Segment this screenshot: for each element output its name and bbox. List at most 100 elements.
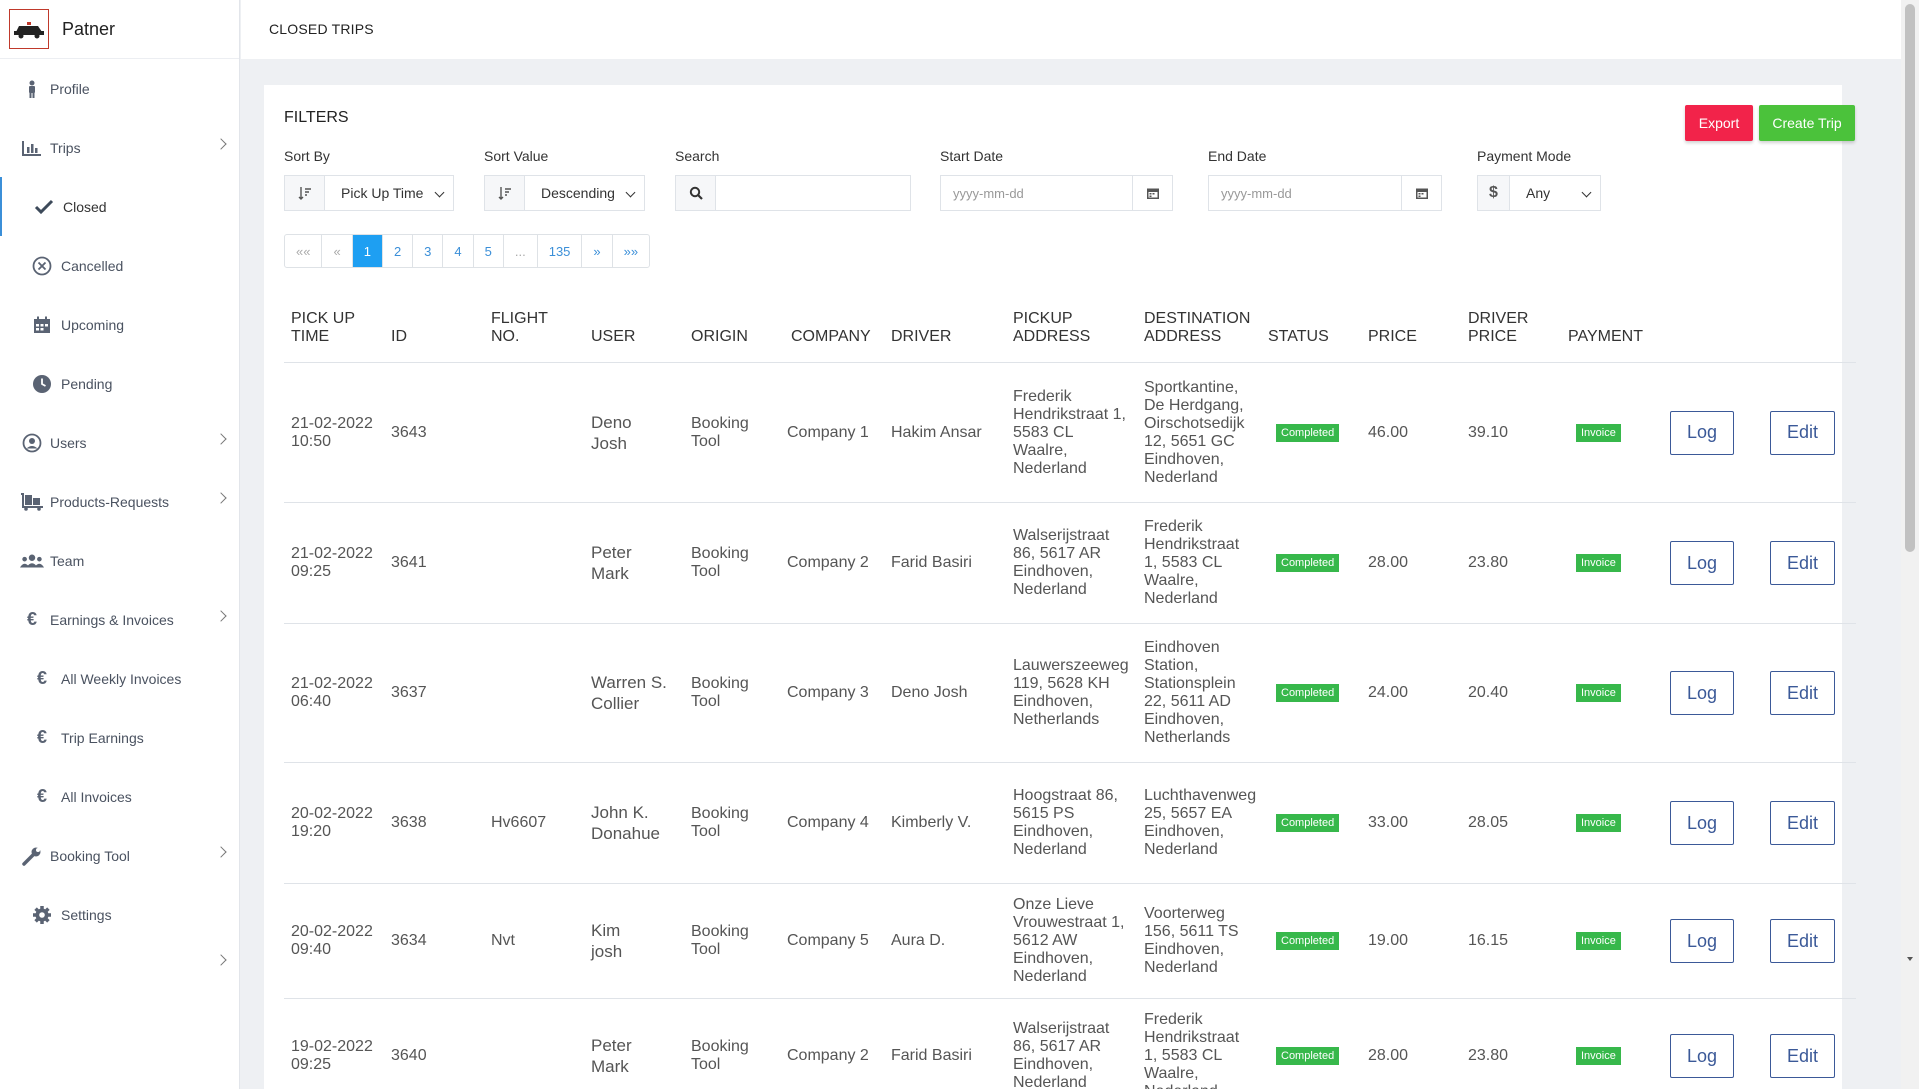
log-button[interactable]: Log (1670, 541, 1734, 585)
cell-destination-address: Luchthavenweg 25, 5657 EA Eindhoven, Nederl… (1144, 787, 1257, 858)
cell-price: 24.00 (1368, 684, 1409, 701)
cell-driver: Kimberly V. (891, 814, 972, 831)
scroll-down-arrow-icon[interactable] (1907, 957, 1913, 961)
users-icon (20, 549, 44, 573)
sidebar-item-trip-earnings[interactable]: € Trip Earnings (0, 708, 239, 767)
sidebar-item-team[interactable]: Team (0, 531, 239, 590)
col-pickup-address[interactable]: PICKUP ADDRESS (1013, 310, 1091, 345)
payment-mode-label: Payment Mode (1477, 148, 1572, 164)
cell-id: 3634 (391, 932, 427, 949)
edit-button[interactable]: Edit (1770, 919, 1835, 963)
page-button[interactable]: 5 (474, 235, 504, 267)
start-date-field[interactable]: yyyy-mm-dd (940, 175, 1173, 211)
sort-value-select[interactable]: Descending (484, 175, 645, 211)
edit-button[interactable]: Edit (1770, 541, 1835, 585)
sidebar-item-collapsed[interactable] (0, 944, 239, 1084)
page-button[interactable]: 135 (538, 235, 583, 267)
sort-by-value: Pick Up Time (341, 185, 424, 201)
sidebar-item-trips[interactable]: Trips (0, 118, 239, 177)
calendar-icon (30, 313, 54, 337)
col-id[interactable]: ID (391, 328, 407, 345)
cell-driver-price: 16.15 (1468, 932, 1509, 949)
col-pickup-time[interactable]: PICK UP TIME (291, 310, 356, 345)
search-icon (676, 176, 716, 210)
euro-icon: € (36, 727, 47, 747)
sidebar-item-pending[interactable]: Pending (0, 354, 239, 413)
end-date-field[interactable]: yyyy-mm-dd (1208, 175, 1442, 211)
calendar-icon[interactable] (1401, 176, 1441, 210)
col-status[interactable]: STATUS (1268, 328, 1329, 345)
sidebar-item-cancelled[interactable]: Cancelled (0, 236, 239, 295)
status-badge: Completed (1276, 554, 1340, 572)
sidebar-item-earnings-invoices[interactable]: € Earnings & Invoices (0, 590, 239, 649)
col-driver-price[interactable]: DRIVER PRICE (1468, 310, 1529, 345)
payment-badge: Invoice (1576, 684, 1621, 702)
sidebar-item-all-invoices[interactable]: € All Invoices (0, 767, 239, 826)
cell-pickup-address: Onze Lieve Vrouwestraat 1, 5612 AW Eindhove… (1013, 896, 1125, 985)
col-driver[interactable]: DRIVER (891, 328, 952, 345)
next-page-button[interactable]: » (582, 235, 613, 267)
col-destination-address[interactable]: DESTINATION ADDRESS (1144, 310, 1251, 345)
calendar-icon[interactable] (1132, 176, 1172, 210)
payment-badge: Invoice (1576, 554, 1621, 572)
col-origin[interactable]: ORIGIN (691, 328, 748, 345)
x-circle-icon (30, 254, 54, 278)
cell-driver: Hakim Ansar (891, 423, 982, 441)
cell-origin: Booking Tool (691, 805, 749, 840)
chevron-right-icon (215, 954, 227, 966)
table-row: 21-02-2022 10:50 3643 Deno Josh Booking Tool Co… (284, 363, 1856, 503)
export-button[interactable]: Export (1685, 105, 1753, 141)
page-button[interactable]: 1 (352, 235, 383, 267)
page-button[interactable]: 2 (383, 235, 414, 267)
log-button[interactable]: Log (1670, 919, 1734, 963)
vertical-scrollbar[interactable] (1901, 0, 1919, 1089)
cell-origin: Booking Tool (691, 545, 749, 580)
payment-mode-select[interactable]: $ Any (1477, 175, 1601, 211)
sidebar-item-users[interactable]: Users (0, 413, 239, 472)
col-user[interactable]: USER (591, 328, 636, 345)
col-flight-no[interactable]: FLIGHT NO. (491, 310, 548, 345)
prev-page-button[interactable]: « (322, 235, 353, 267)
sidebar-item-upcoming[interactable]: Upcoming (0, 295, 239, 354)
edit-button[interactable]: Edit (1770, 1034, 1835, 1078)
search-input[interactable] (716, 176, 910, 210)
payment-badge: Invoice (1576, 814, 1621, 832)
log-button[interactable]: Log (1670, 801, 1734, 845)
cell-pickup-address: Walserijstraat 86, 5617 AR Eindhoven, Neder… (1013, 527, 1110, 598)
page-button[interactable]: 3 (413, 235, 444, 267)
start-date-input[interactable]: yyyy-mm-dd (953, 185, 1024, 201)
col-price[interactable]: PRICE (1368, 328, 1417, 345)
search-field[interactable] (675, 175, 911, 211)
page-button[interactable]: 4 (443, 235, 474, 267)
edit-button[interactable]: Edit (1770, 410, 1835, 455)
col-payment[interactable]: PAYMENT (1568, 328, 1643, 345)
first-page-button[interactable]: «« (285, 235, 323, 267)
dollar-icon: $ (1478, 176, 1510, 210)
sidebar-item-products-requests[interactable]: Products-Requests (0, 472, 239, 531)
sidebar-item-booking-tool[interactable]: Booking Tool (0, 826, 239, 885)
log-button[interactable]: Log (1670, 1034, 1734, 1078)
edit-button[interactable]: Edit (1770, 801, 1835, 845)
chevron-right-icon (215, 433, 227, 445)
sort-by-select[interactable]: Pick Up Time (284, 175, 454, 211)
end-date-input[interactable]: yyyy-mm-dd (1221, 185, 1292, 201)
log-button[interactable]: Log (1670, 410, 1734, 455)
sidebar-item-profile[interactable]: Profile (0, 59, 239, 118)
col-company[interactable]: COMPANY (791, 328, 871, 345)
last-page-button[interactable]: »» (623, 243, 639, 259)
clock-icon (30, 372, 54, 396)
table-row: 19-02-2022 09:25 3640 Peter Mark Booking Tool C… (284, 999, 1856, 1089)
cell-price: 28.00 (1368, 1047, 1409, 1064)
scrollbar-thumb[interactable] (1905, 4, 1915, 552)
log-button[interactable]: Log (1670, 671, 1734, 715)
cell-company: Company 1 (787, 423, 869, 441)
sidebar-item-settings[interactable]: Settings (0, 885, 239, 944)
euro-icon: € (26, 609, 37, 629)
sidebar: Patner Profile Trips Closed Cancelled Up… (0, 0, 240, 1089)
sidebar-item-closed[interactable]: Closed (0, 177, 239, 236)
edit-button[interactable]: Edit (1770, 671, 1835, 715)
euro-icon: € (36, 668, 47, 688)
sidebar-item-all-weekly-invoices[interactable]: € All Weekly Invoices (0, 649, 239, 708)
create-trip-button[interactable]: Create Trip (1759, 105, 1855, 141)
page-ellipsis: ... (504, 235, 538, 267)
